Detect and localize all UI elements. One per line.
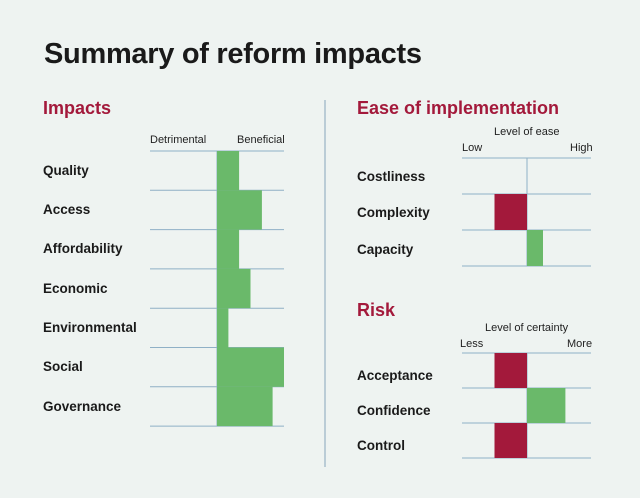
ease-bar-capacity xyxy=(527,230,543,266)
impacts-bar-governance xyxy=(217,386,273,427)
impacts-title: Impacts xyxy=(43,98,112,118)
row-label-acceptance: Acceptance xyxy=(357,368,433,383)
row-label-governance: Governance xyxy=(43,399,122,414)
impacts-bar-affordability xyxy=(217,229,240,269)
row-label-affordability: Affordability xyxy=(43,241,123,256)
impacts-bar-access xyxy=(217,190,262,230)
row-label-control: Control xyxy=(357,438,405,453)
impacts-axis-low: Detrimental xyxy=(150,134,207,146)
row-label-costliness: Costliness xyxy=(357,169,426,184)
ease-axis-label: Level of ease xyxy=(494,126,560,138)
ease-axis-low: Low xyxy=(462,142,483,154)
row-label-access: Access xyxy=(43,202,91,217)
impacts-bar-social xyxy=(217,347,284,387)
ease-axis-high: High xyxy=(570,142,593,154)
row-label-social: Social xyxy=(43,359,83,374)
impacts-axis-high: Beneficial xyxy=(237,134,285,146)
row-label-quality: Quality xyxy=(43,163,89,178)
risk-bar-acceptance xyxy=(494,353,527,388)
risk-bar-confidence xyxy=(527,388,566,423)
row-label-complexity: Complexity xyxy=(357,205,430,220)
risk-title: Risk xyxy=(357,300,396,320)
risk-axis-label: Level of certainty xyxy=(485,322,569,334)
risk-bar-control xyxy=(494,423,527,458)
row-label-environmental: Environmental xyxy=(43,320,137,335)
row-label-capacity: Capacity xyxy=(357,242,414,257)
risk-axis-high: More xyxy=(567,338,593,350)
ease-title: Ease of implementation xyxy=(357,98,560,118)
row-label-confidence: Confidence xyxy=(357,403,431,418)
impacts-bar-quality xyxy=(217,151,240,191)
page-title: Summary of reform impacts xyxy=(44,38,422,70)
row-label-economic: Economic xyxy=(43,281,108,296)
impacts-bar-economic xyxy=(217,268,251,309)
ease-bar-complexity xyxy=(494,194,527,230)
impacts-bar-environmental xyxy=(217,308,229,348)
risk-axis-low: Less xyxy=(460,338,484,350)
